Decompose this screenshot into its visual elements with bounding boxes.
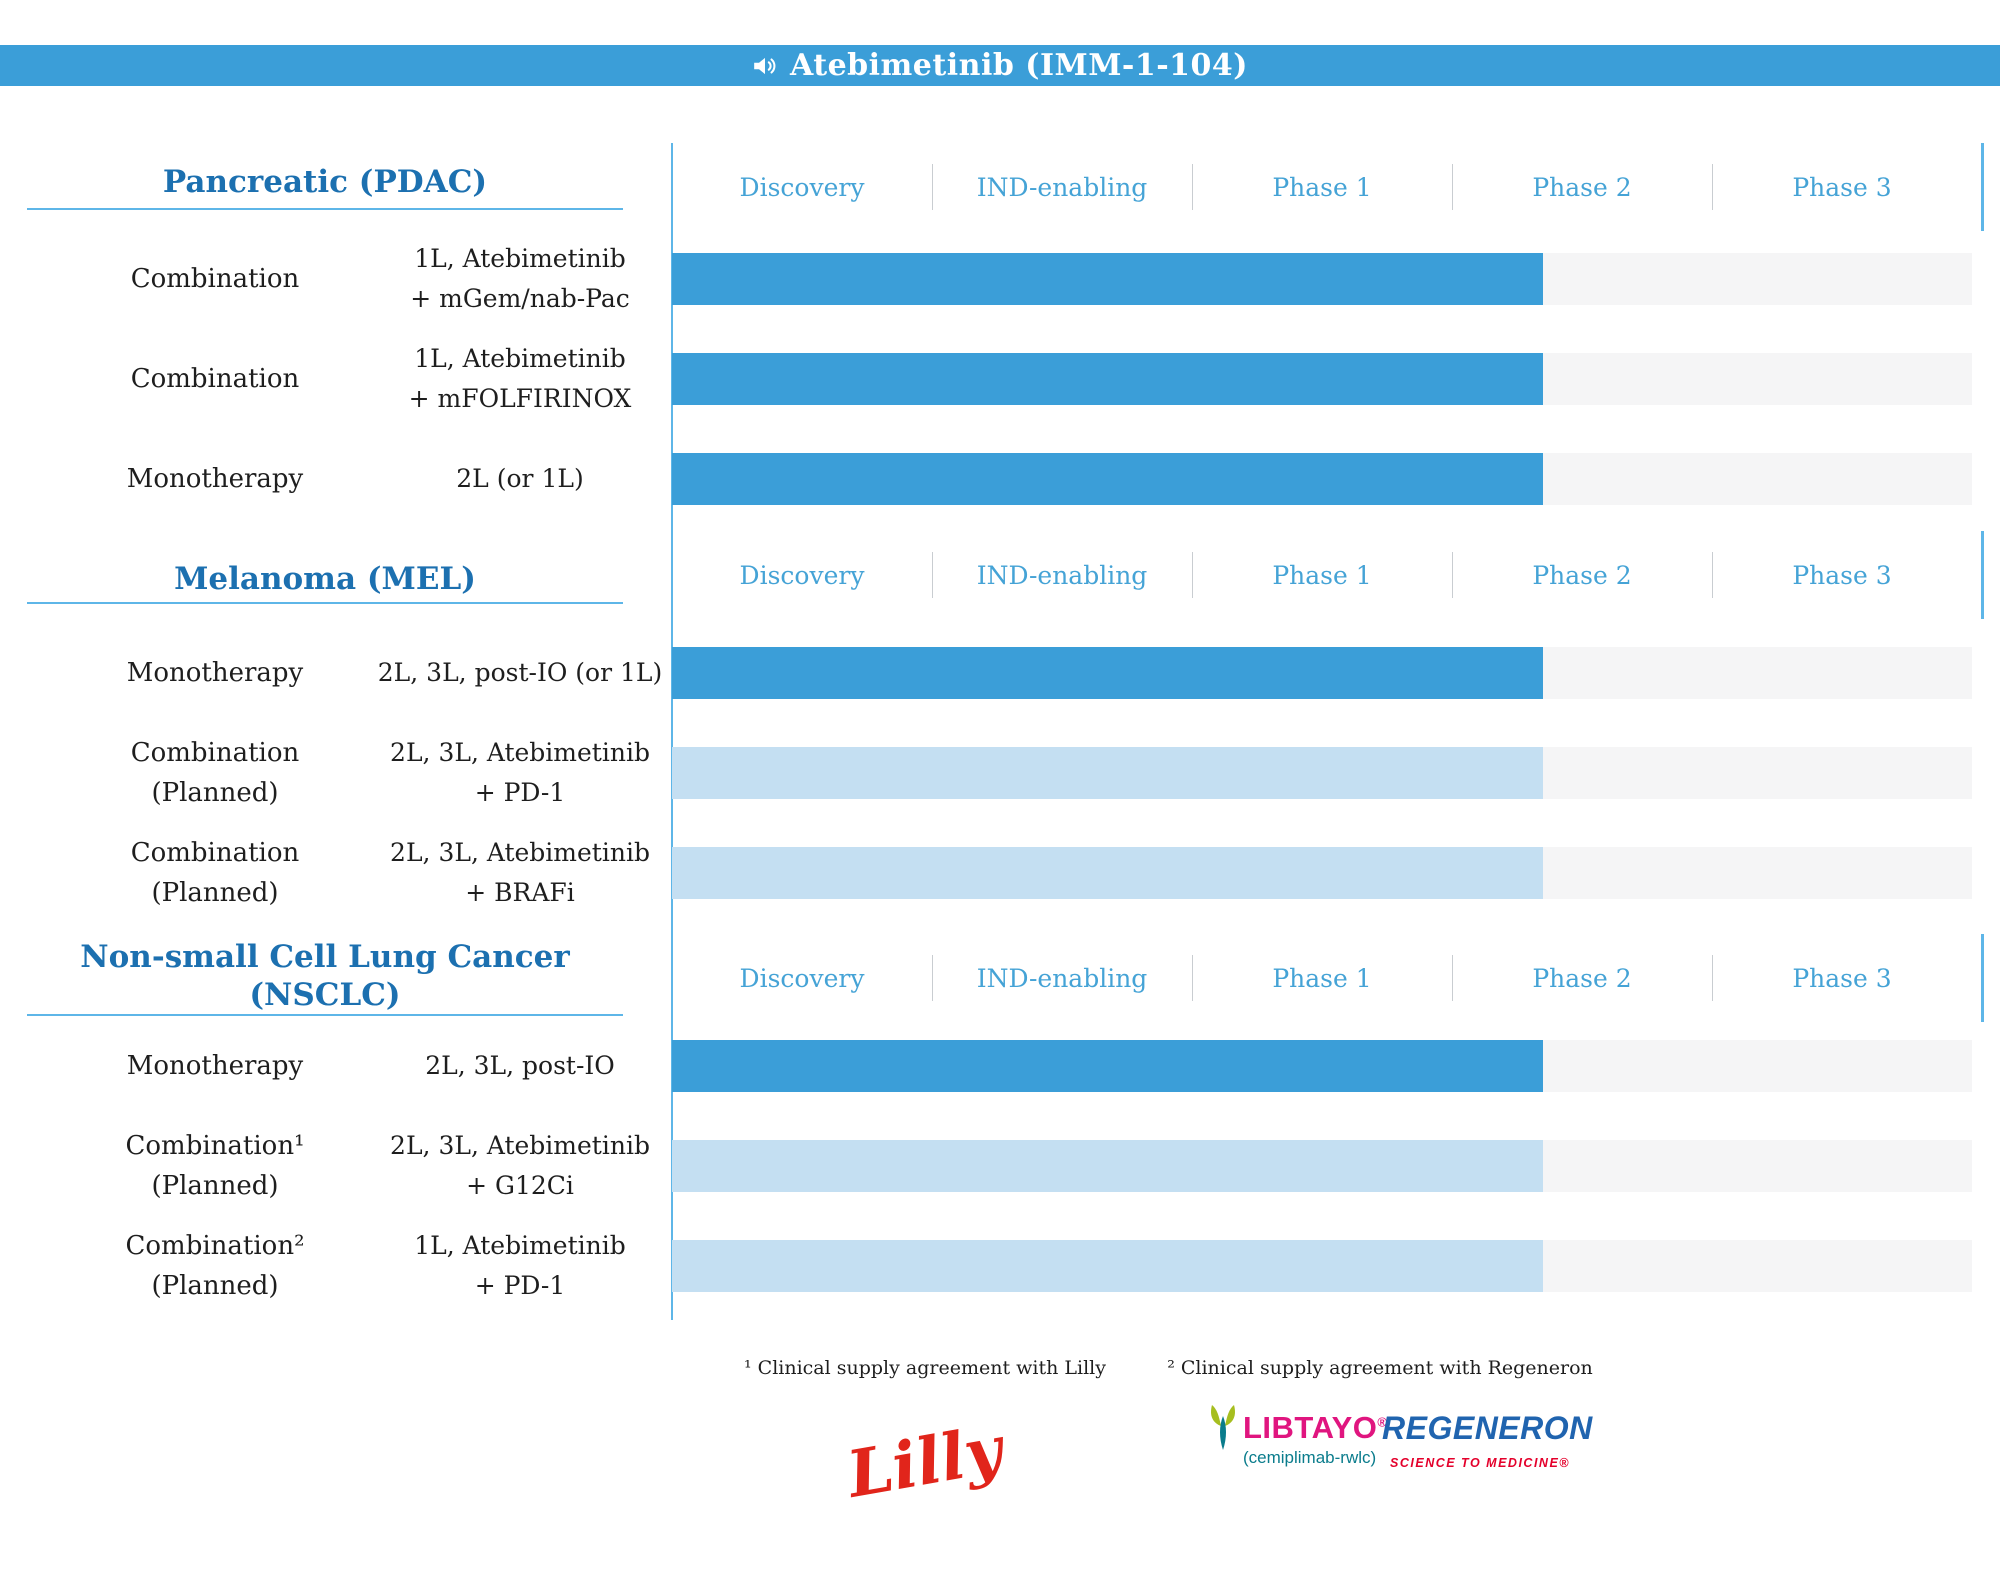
phase-label-phase3: Phase 3 xyxy=(1792,560,1892,590)
phase-label-ind: IND-enabling xyxy=(976,172,1148,202)
pipeline-bar xyxy=(672,253,1972,305)
phase-divider-tick xyxy=(1452,164,1453,210)
chart-right-edge-tick xyxy=(1981,934,1984,1022)
bar-fill xyxy=(672,847,1543,899)
bar-fill xyxy=(672,453,1543,505)
therapy-type-label: Monotherapy xyxy=(126,658,304,688)
chart-left-axis-line xyxy=(671,143,673,1320)
phase-label-phase2: Phase 2 xyxy=(1532,172,1632,202)
therapy-detail-label: 2L, 3L, Atebimetinib + BRAFi xyxy=(390,838,650,907)
therapy-detail-label: 2L (or 1L) xyxy=(456,464,584,493)
phase-divider-tick xyxy=(1712,164,1713,210)
bar-fill xyxy=(672,1140,1543,1192)
phase-label-phase1: Phase 1 xyxy=(1272,560,1372,590)
phase-header-row: Discovery IND-enabling Phase 1 Phase 2 P… xyxy=(672,163,1972,211)
phase-label-phase3: Phase 3 xyxy=(1792,172,1892,202)
phase-divider-tick xyxy=(1192,164,1193,210)
pipeline-bar xyxy=(672,647,1972,699)
therapy-type-label: Combination² (Planned) xyxy=(125,1231,305,1301)
lilly-logo: Lilly xyxy=(842,1412,1008,1513)
chart-right-edge-tick xyxy=(1981,531,1984,619)
phase-divider-tick xyxy=(1452,552,1453,598)
pipeline-bar xyxy=(672,1140,1972,1192)
phase-divider-tick xyxy=(932,955,933,1001)
phase-label-discovery: Discovery xyxy=(739,963,865,993)
pipeline-bar xyxy=(672,847,1972,899)
therapy-type-label: Combination¹ (Planned) xyxy=(125,1131,305,1201)
therapy-type-label: Combination xyxy=(130,264,300,294)
pipeline-bar xyxy=(672,747,1972,799)
pipeline-bar xyxy=(672,353,1972,405)
libtayo-icon xyxy=(1211,1405,1235,1450)
footnote-regeneron: ² Clinical supply agreement with Regener… xyxy=(1167,1357,1593,1379)
therapy-detail-label: 2L, 3L, Atebimetinib + G12Ci xyxy=(390,1131,650,1200)
pipeline-bar xyxy=(672,1240,1972,1292)
section-underline xyxy=(27,208,623,210)
phase-divider-tick xyxy=(1712,552,1713,598)
footnote-lilly: ¹ Clinical supply agreement with Lilly xyxy=(744,1357,1106,1379)
regeneron-logo: REGENERON xyxy=(1382,1410,1593,1446)
therapy-type-label: Combination (Planned) xyxy=(130,838,300,908)
section-underline xyxy=(27,1014,623,1016)
pipeline-bar xyxy=(672,1040,1972,1092)
therapy-type-label: Combination xyxy=(130,364,300,394)
phase-divider-tick xyxy=(932,164,933,210)
section-title-nsclc: Non-small Cell Lung Cancer (NSCLC) xyxy=(80,939,570,1013)
bar-fill xyxy=(672,747,1543,799)
therapy-detail-label: 1L, Atebimetinib + PD-1 xyxy=(414,1231,626,1300)
bar-fill xyxy=(672,647,1543,699)
therapy-detail-label: 2L, 3L, post-IO xyxy=(425,1051,615,1080)
phase-label-discovery: Discovery xyxy=(739,172,865,202)
therapy-type-label: Combination (Planned) xyxy=(130,738,300,808)
bar-fill xyxy=(672,1240,1543,1292)
therapy-type-label: Monotherapy xyxy=(126,1051,304,1081)
libtayo-logo: LIBTAYO® xyxy=(1243,1410,1388,1445)
chart-right-edge-tick xyxy=(1981,143,1984,231)
therapy-detail-label: 2L, 3L, Atebimetinib + PD-1 xyxy=(390,738,650,807)
pipeline-bar xyxy=(672,453,1972,505)
phase-label-ind: IND-enabling xyxy=(976,560,1148,590)
section-title-pdac: Pancreatic (PDAC) xyxy=(162,164,488,200)
bar-fill xyxy=(672,1040,1543,1092)
phase-label-phase1: Phase 1 xyxy=(1272,963,1372,993)
bar-fill xyxy=(672,253,1543,305)
phase-divider-tick xyxy=(1192,955,1193,1001)
section-underline xyxy=(27,602,623,604)
section-title-mel: Melanoma (MEL) xyxy=(174,561,476,597)
phase-header-row: Discovery IND-enabling Phase 1 Phase 2 P… xyxy=(672,954,1972,1002)
bar-fill xyxy=(672,353,1543,405)
phase-label-phase3: Phase 3 xyxy=(1792,963,1892,993)
phase-header-row: Discovery IND-enabling Phase 1 Phase 2 P… xyxy=(672,551,1972,599)
phase-label-discovery: Discovery xyxy=(739,560,865,590)
therapy-detail-label: 1L, Atebimetinib + mGem/nab-Pac xyxy=(410,244,630,313)
phase-divider-tick xyxy=(1452,955,1453,1001)
phase-label-ind: IND-enabling xyxy=(976,963,1148,993)
registered-mark: ® xyxy=(1377,1414,1388,1430)
regeneron-tagline: SCIENCE TO MEDICINE® xyxy=(1390,1456,1570,1470)
therapy-detail-label: 2L, 3L, post-IO (or 1L) xyxy=(377,658,663,687)
phase-divider-tick xyxy=(1192,552,1193,598)
phase-divider-tick xyxy=(1712,955,1713,1001)
phase-divider-tick xyxy=(932,552,933,598)
libtayo-generic-name: (cemiplimab-rwlc) xyxy=(1243,1448,1377,1467)
therapy-detail-label: 1L, Atebimetinib + mFOLFIRINOX xyxy=(408,344,632,413)
header-bar: Atebimetinib (IMM-1-104) xyxy=(0,45,2000,86)
speaker-icon[interactable] xyxy=(752,53,778,79)
phase-label-phase2: Phase 2 xyxy=(1532,963,1632,993)
therapy-type-label: Monotherapy xyxy=(126,464,304,494)
page-title: Atebimetinib (IMM-1-104) xyxy=(789,48,1248,83)
phase-label-phase1: Phase 1 xyxy=(1272,172,1372,202)
phase-label-phase2: Phase 2 xyxy=(1532,560,1632,590)
